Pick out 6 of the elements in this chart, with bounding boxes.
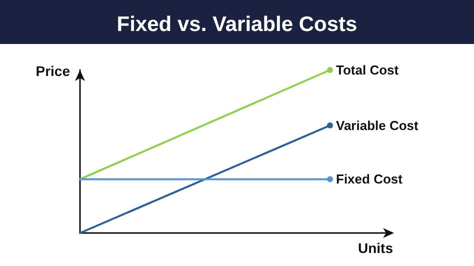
x-axis-title: Units: [358, 240, 394, 256]
y-axis-title: Price: [36, 63, 70, 79]
chart-title: Fixed vs. Variable Costs: [116, 13, 358, 36]
series-label: Total Cost: [336, 62, 400, 78]
series-label: Fixed Cost: [336, 172, 404, 187]
series-label: Variable Cost: [336, 118, 420, 133]
